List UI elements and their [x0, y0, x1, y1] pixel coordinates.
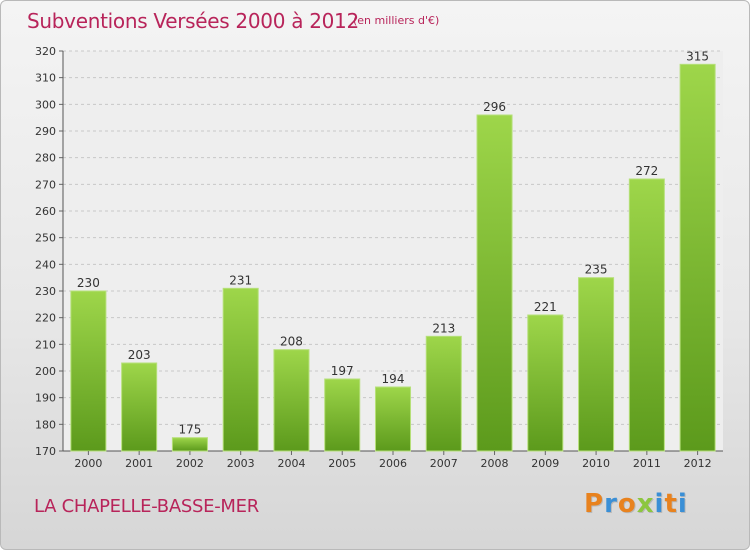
- y-tick-label: 250: [35, 232, 56, 245]
- bar-value-label: 230: [77, 276, 100, 290]
- bar-value-label: 197: [331, 364, 354, 378]
- place-name: LA CHAPELLE-BASSE-MER: [34, 496, 259, 517]
- bar-2008: [476, 114, 513, 452]
- bar-2006: [374, 386, 412, 452]
- x-tick-label: 2008: [481, 457, 509, 470]
- y-tick-label: 220: [35, 312, 56, 325]
- bar-2000: [70, 290, 107, 452]
- bar-2002: [171, 437, 208, 452]
- y-tick-label: 290: [35, 125, 56, 138]
- bar-2004: [273, 349, 310, 452]
- bar-value-label: 272: [635, 164, 658, 178]
- x-tick-label: 2006: [379, 457, 407, 470]
- y-tick-label: 170: [35, 445, 56, 458]
- y-tick-label: 210: [35, 338, 56, 351]
- bar-value-label: 235: [585, 263, 608, 277]
- x-tick-label: 2001: [125, 457, 153, 470]
- y-tick-label: 280: [35, 152, 56, 165]
- logo-letter: o: [617, 489, 637, 519]
- bar-value-label: 213: [432, 321, 455, 335]
- bar-value-label: 231: [229, 273, 252, 287]
- logo-letter: r: [604, 489, 618, 519]
- chart-unit-note: (en milliers d'€): [353, 14, 440, 27]
- bar-2001: [121, 362, 158, 452]
- x-tick-label: 2002: [176, 457, 204, 470]
- bar-value-label: 194: [382, 372, 405, 386]
- x-tick-label: 2003: [227, 457, 255, 470]
- bar-2010: [578, 277, 615, 452]
- logo-letter: t: [664, 489, 678, 519]
- bar-value-label: 203: [128, 348, 151, 362]
- logo-letter: i: [654, 489, 665, 519]
- chart-title: Subventions Versées 2000 à 2012: [27, 9, 359, 33]
- bar-value-label: 175: [178, 423, 201, 437]
- y-tick-label: 240: [35, 258, 56, 271]
- x-tick-label: 2011: [633, 457, 661, 470]
- proxiti-logo: Proxiti: [584, 489, 688, 519]
- y-tick-label: 190: [35, 392, 56, 405]
- x-tick-label: 2005: [328, 457, 356, 470]
- x-tick-label: 2000: [74, 457, 102, 470]
- y-tick-label: 320: [35, 45, 56, 58]
- logo-letter: x: [636, 489, 655, 519]
- y-tick-label: 260: [35, 205, 56, 218]
- y-tick-label: 180: [35, 418, 56, 431]
- y-tick-label: 310: [35, 72, 56, 85]
- bar-value-label: 208: [280, 335, 303, 349]
- x-tick-label: 2007: [430, 457, 458, 470]
- bar-value-label: 315: [686, 49, 709, 63]
- bar-2009: [527, 314, 564, 452]
- bar-2012: [679, 63, 716, 452]
- bar-value-label: 221: [534, 300, 557, 314]
- y-tick-label: 270: [35, 178, 56, 191]
- y-tick-label: 230: [35, 285, 56, 298]
- bar-2003: [222, 287, 259, 452]
- y-tick-label: 200: [35, 365, 56, 378]
- x-tick-label: 2010: [582, 457, 610, 470]
- x-tick-label: 2009: [531, 457, 559, 470]
- x-tick-label: 2004: [277, 457, 305, 470]
- logo-letter: P: [584, 489, 605, 519]
- bar-2007: [425, 335, 462, 452]
- bar-2005: [324, 378, 361, 452]
- bar-2011: [628, 178, 665, 452]
- logo-letter: i: [677, 489, 688, 519]
- bar-value-label: 296: [483, 100, 506, 114]
- x-tick-label: 2012: [684, 457, 712, 470]
- y-tick-label: 300: [35, 98, 56, 111]
